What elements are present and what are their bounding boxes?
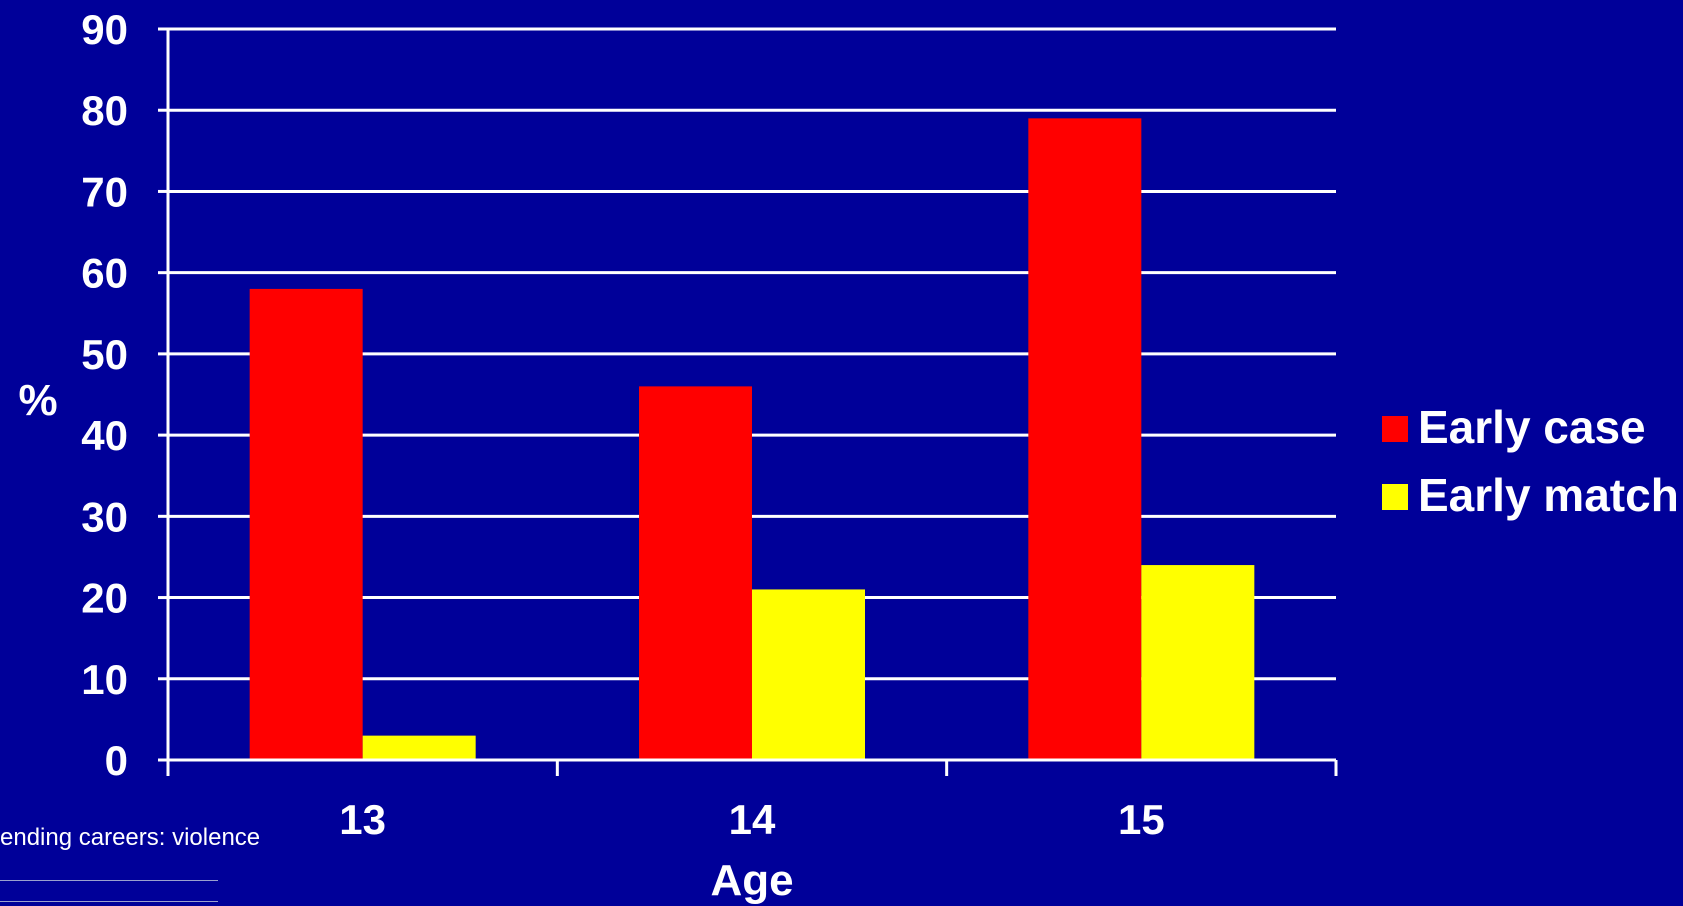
footnote-rule-bottom bbox=[0, 901, 218, 902]
legend-swatch-early-case bbox=[1382, 416, 1408, 442]
x-tick-label-15: 15 bbox=[1118, 796, 1165, 843]
bar-early-match-15 bbox=[1141, 565, 1255, 760]
bars bbox=[249, 118, 1255, 761]
y-tick-label-90: 90 bbox=[81, 6, 128, 53]
y-tick-label-50: 50 bbox=[81, 331, 128, 378]
bar-early-case-15 bbox=[1028, 118, 1142, 761]
y-tick-label-0: 0 bbox=[105, 737, 128, 784]
x-tick-labels: 13 14 15 bbox=[339, 796, 1164, 843]
bar-early-case-13 bbox=[249, 288, 363, 760]
bar-early-case-14 bbox=[639, 386, 752, 760]
x-tick-label-13: 13 bbox=[339, 796, 386, 843]
footnote-text: ending careers: violence bbox=[0, 824, 261, 851]
y-tick-label-80: 80 bbox=[81, 87, 128, 134]
x-axis-title: Age bbox=[710, 856, 793, 905]
y-tick-label-40: 40 bbox=[81, 412, 128, 459]
bar-early-match-14 bbox=[752, 589, 865, 760]
y-tick-label-60: 60 bbox=[81, 250, 128, 297]
y-tick-labels: 0 10 20 30 40 50 60 70 80 90 bbox=[81, 6, 128, 784]
legend-label-early-match: Early match bbox=[1418, 469, 1679, 521]
axes bbox=[158, 27, 1338, 776]
legend-label-early-case: Early case bbox=[1418, 401, 1646, 453]
footnote-rule-top bbox=[0, 880, 218, 881]
legend-swatch-early-match bbox=[1382, 484, 1408, 510]
y-axis-title: % bbox=[18, 376, 57, 425]
y-tick-label-70: 70 bbox=[81, 168, 128, 215]
bar-early-match-13 bbox=[362, 735, 476, 760]
y-tick-label-10: 10 bbox=[81, 656, 128, 703]
y-tick-label-30: 30 bbox=[81, 493, 128, 540]
legend: Early case Early match bbox=[1382, 401, 1679, 521]
x-tick-label-14: 14 bbox=[729, 796, 776, 843]
y-tick-label-20: 20 bbox=[81, 575, 128, 622]
